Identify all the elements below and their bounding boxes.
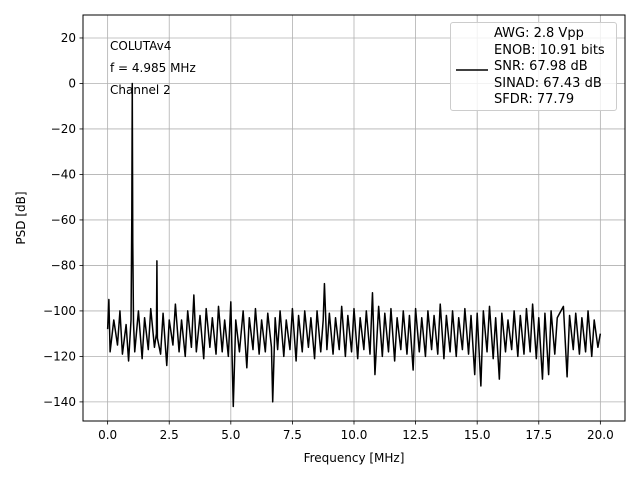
y-tick-label: −60	[51, 213, 76, 227]
y-tick-label: −120	[43, 349, 76, 363]
y-tick-label: −40	[51, 167, 76, 181]
x-tick-label: 12.5	[402, 428, 429, 442]
y-tick-label: −20	[51, 122, 76, 136]
annotation: Channel 2	[110, 83, 171, 97]
x-tick-label: 5.0	[221, 428, 240, 442]
y-tick-label: −100	[43, 304, 76, 318]
psd-line	[106, 82, 602, 408]
x-tick-label: 0.0	[98, 428, 117, 442]
legend-label: AWG: 2.8 Vpp ENOB: 10.91 bits SNR: 67.98…	[494, 26, 605, 107]
legend: AWG: 2.8 Vpp ENOB: 10.91 bits SNR: 67.98…	[450, 22, 617, 111]
x-tick-label: 2.5	[160, 428, 179, 442]
y-tick-label: 0	[68, 76, 76, 90]
x-axis-label: Frequency [MHz]	[304, 451, 405, 465]
y-tick-label: −140	[43, 395, 76, 409]
annotation: COLUTAv4	[110, 39, 171, 53]
y-tick-label: −80	[51, 258, 76, 272]
x-tick-label: 20.0	[587, 428, 614, 442]
x-tick-label: 15.0	[464, 428, 491, 442]
y-tick-label: 20	[61, 31, 76, 45]
x-tick-label: 7.5	[283, 428, 302, 442]
annotation: f = 4.985 MHz	[110, 61, 196, 75]
x-tick-label: 17.5	[525, 428, 552, 442]
plot-area	[106, 82, 602, 408]
legend-handle-box	[456, 69, 488, 71]
x-tick-label: 10.0	[341, 428, 368, 442]
y-axis-label: PSD [dB]	[14, 191, 28, 244]
